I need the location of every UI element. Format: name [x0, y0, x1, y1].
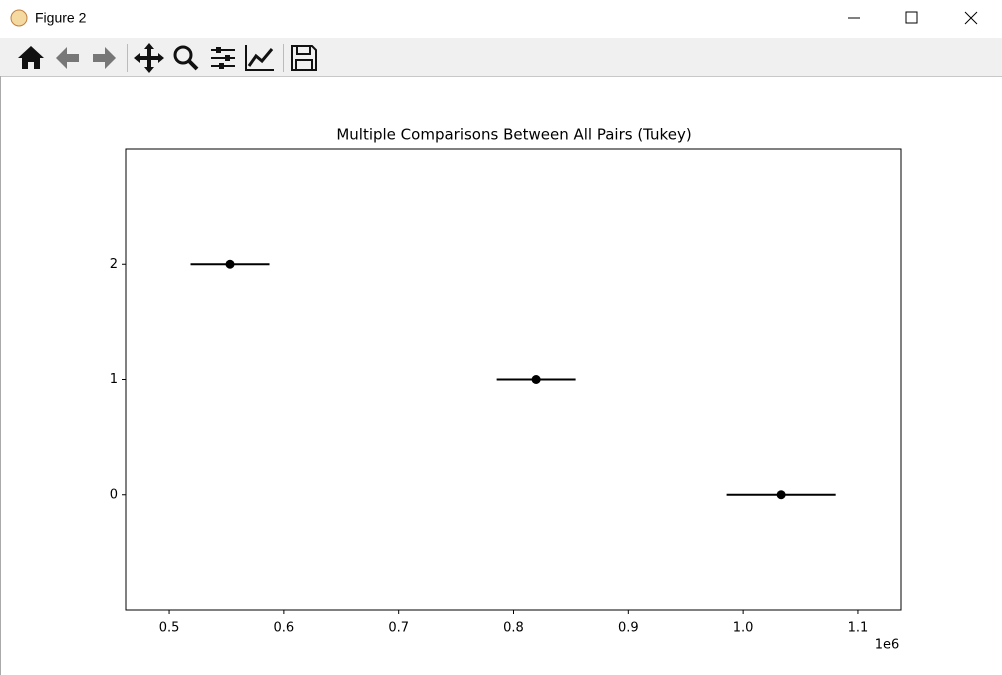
slider-knob — [225, 55, 230, 61]
y-tick-label: 2 — [110, 257, 118, 272]
y-tick-label: 1 — [110, 372, 118, 387]
chart: Multiple Comparisons Between All Pairs (… — [110, 126, 902, 653]
home-button[interactable] — [18, 46, 44, 69]
zoom-button[interactable] — [173, 45, 193, 65]
mean-marker — [225, 259, 235, 269]
x-tick-label: 0.7 — [388, 621, 409, 636]
slider-knob — [219, 63, 224, 69]
pan-button[interactable] — [134, 43, 164, 73]
x-tick-label: 0.6 — [274, 621, 295, 636]
forward-button[interactable] — [93, 47, 116, 69]
save-button[interactable] — [291, 45, 317, 71]
x-tick-label: 0.8 — [503, 621, 524, 636]
zoom-handle — [187, 59, 199, 71]
x-tick-label: 0.9 — [618, 621, 639, 636]
mean-marker — [776, 490, 786, 500]
maximize-button[interactable] — [905, 11, 918, 24]
x-tick-label: 1.0 — [733, 621, 754, 636]
window-title: Figure 2 — [35, 10, 87, 26]
x-tick-label: 0.5 — [159, 621, 180, 636]
chart-title: Multiple Comparisons Between All Pairs (… — [336, 126, 691, 144]
close-button[interactable] — [964, 11, 978, 25]
app-icon — [10, 9, 28, 27]
mean-marker — [531, 375, 541, 384]
x-offset-label: 1e6 — [875, 638, 900, 653]
back-button[interactable] — [56, 47, 79, 69]
y-tick-label: 0 — [110, 487, 118, 502]
axes-icon-line — [247, 48, 274, 67]
toolbar — [0, 38, 1002, 76]
x-tick-label: 1.1 — [848, 621, 869, 636]
axes-button[interactable] — [245, 45, 274, 71]
slider-knob — [216, 47, 221, 53]
